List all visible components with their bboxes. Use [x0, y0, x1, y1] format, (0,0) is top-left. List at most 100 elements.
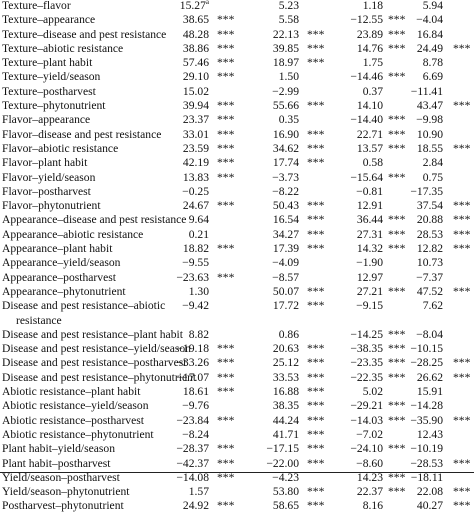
value-col-1-text: −17.07	[176, 370, 209, 384]
value-col-1-text: −23.84	[176, 413, 209, 427]
significance-col-1: ***	[217, 156, 235, 170]
row-label-continuation: resistance	[16, 313, 62, 327]
significance-col-1: ***	[217, 127, 235, 141]
value-col-1-text: −42.37	[176, 456, 209, 470]
value-col-1: −23.84	[176, 414, 209, 428]
value-col-3: 13.57	[356, 141, 383, 155]
table-row: Texture–disease and pest resistance 48.28…	[0, 28, 474, 42]
value-col-2: 17.72	[272, 299, 299, 313]
value-col-1-text: −28.37	[176, 442, 209, 456]
value-col-3: −14.40	[350, 113, 383, 127]
value-col-2: 50.07	[272, 284, 299, 298]
significance-col-2: ***	[307, 199, 325, 213]
row-label: Abiotic resistance–plant habit	[2, 385, 140, 399]
row-label: Yield/season–phytonutrient	[2, 485, 130, 499]
significance-col-1: ***	[217, 356, 235, 370]
row-label: Abiotic resistance–postharvest	[2, 414, 144, 428]
value-col-3: 12.97	[356, 270, 383, 284]
value-col-3: −24.10	[350, 442, 383, 456]
row-label: Plant habit–postharvest	[2, 457, 111, 471]
significance-col-4: ***	[453, 485, 471, 499]
row-label-text: Texture–abiotic resistance	[2, 41, 124, 55]
table-row: Appearance–yield/season −9.55 −4.09 −1.90 10…	[0, 256, 474, 270]
table-row: Texture–appearance 38.65 *** 5.58 −12.55 *** −…	[0, 13, 474, 27]
value-col-2: −8.22	[272, 184, 299, 198]
row-label-text: Appearance–disease and pest resistance	[2, 213, 187, 227]
row-label-text: Appearance–postharvest	[2, 270, 116, 284]
significance-col-3: ***	[388, 413, 406, 427]
value-col-1: 57.46	[183, 56, 209, 70]
value-col-2: 38.35	[272, 399, 299, 413]
value-col-1: 18.82	[183, 242, 209, 256]
row-label-text: Texture–flavor	[2, 0, 71, 12]
value-col-3: 1.75	[362, 56, 383, 70]
table-row: Flavor–abiotic resistance 23.59 *** 34.62 **…	[0, 142, 474, 156]
row-label: Disease and pest resistance–phytonutrien…	[2, 371, 196, 385]
significance-col-4: ***	[453, 141, 471, 155]
value-col-4: 40.27	[416, 499, 443, 513]
row-label: Disease and pest resistance–yield/season	[2, 342, 191, 356]
value-col-1-text: −8.24	[182, 427, 209, 441]
value-col-2: 39.85	[272, 41, 299, 55]
value-col-4: 24.49	[416, 41, 443, 55]
value-col-4: 22.08	[416, 485, 443, 499]
value-col-2: −17.15	[266, 442, 299, 456]
table-row: Plant habit–yield/season −28.37 *** −17.15 *…	[0, 442, 474, 456]
significance-col-3: ***	[388, 41, 406, 55]
value-col-2: 34.62	[272, 141, 299, 155]
significance-col-2: ***	[307, 227, 325, 241]
significance-col-2: ***	[307, 370, 325, 384]
row-label: Appearance–plant habit	[2, 242, 112, 256]
value-col-3: −23.35	[350, 356, 383, 370]
table-row: Texture–phytonutrient 39.94 *** 55.66 *** 14.…	[0, 99, 474, 113]
table-row: Yield/season–phytonutrient 1.57 53.80 *** 22…	[0, 485, 474, 499]
value-col-1: 13.83	[183, 171, 209, 185]
row-label-text: Plant habit–yield/season	[2, 442, 116, 456]
value-col-2: 16.54	[272, 213, 299, 227]
row-label-text: Flavor–appearance	[2, 113, 91, 127]
value-col-2: −22.00	[266, 456, 299, 470]
significance-col-2: ***	[307, 284, 325, 298]
significance-col-1: ***	[217, 141, 235, 155]
significance-col-4: ***	[453, 413, 471, 427]
significance-col-2: ***	[307, 299, 325, 313]
row-label-text: Abiotic resistance–yield/season	[2, 399, 149, 413]
table-row: Texture–plant habit 57.46 *** 18.97 *** 1.75 8…	[0, 56, 474, 70]
row-label-text: Yield/season–phytonutrient	[2, 485, 130, 499]
significance-col-4: ***	[453, 227, 471, 241]
significance-col-2: ***	[307, 213, 325, 227]
row-label: Appearance–disease and pest resistance	[2, 213, 186, 227]
significance-col-4: ***	[453, 370, 471, 384]
significance-col-3: ***	[388, 399, 406, 413]
row-label: Appearance–abiotic resistance	[2, 228, 143, 242]
significance-col-2: ***	[307, 456, 325, 470]
value-col-1-text: −9.55	[182, 256, 209, 270]
value-col-1: −42.37	[176, 457, 209, 471]
value-col-1-text: 24.92	[182, 499, 209, 513]
significance-col-3: ***	[388, 356, 406, 370]
value-col-3: 8.16	[362, 499, 383, 513]
significance-col-2: ***	[307, 399, 325, 413]
significance-col-3: ***	[388, 227, 406, 241]
value-col-4: −4.04	[416, 13, 443, 27]
significance-col-2: ***	[307, 242, 325, 256]
row-label-text: Flavor–phytonutrient	[2, 199, 101, 213]
row-label: Flavor–plant habit	[2, 156, 87, 170]
value-col-2: −4.09	[272, 256, 299, 270]
value-col-1: −19.18	[176, 342, 209, 356]
significance-col-3: ***	[388, 213, 406, 227]
value-col-4: 10.90	[416, 127, 443, 141]
value-col-2: 16.88	[272, 385, 299, 399]
row-label-text: Disease and pest resistance–plant habit	[2, 327, 183, 341]
value-col-1-text: 1.30	[188, 284, 209, 298]
table-row: Appearance–disease and pest resistance 9.…	[0, 213, 474, 227]
significance-col-1: ***	[217, 56, 235, 70]
value-col-1: 24.92	[183, 499, 209, 513]
value-col-4: −28.53	[410, 456, 443, 470]
significance-col-4: ***	[453, 213, 471, 227]
value-col-2: 17.74	[272, 156, 299, 170]
row-label-text: Abiotic resistance–phytonutrient	[2, 427, 154, 441]
significance-col-4: ***	[453, 356, 471, 370]
row-label: Flavor–appearance	[2, 113, 90, 127]
value-col-2: 5.23	[278, 0, 299, 12]
